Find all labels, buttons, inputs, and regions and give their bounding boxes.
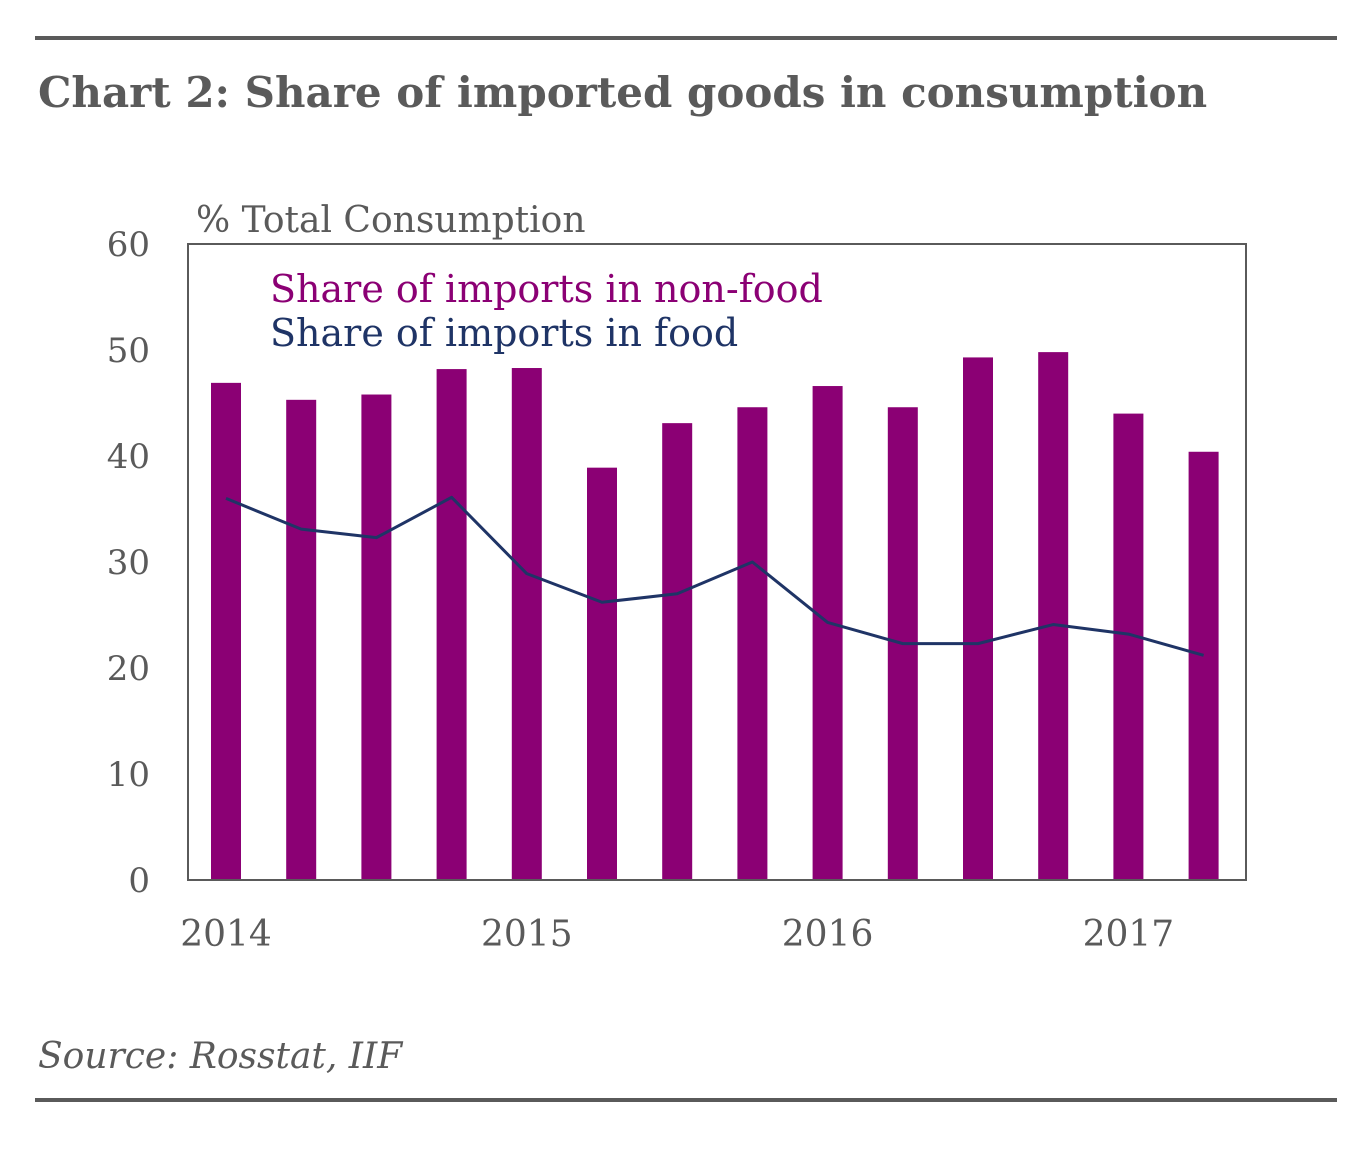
x-tick-label: 2017 [1083,914,1175,955]
top-rule [35,36,1337,40]
bar-nonfood [436,369,467,880]
y-tick-label: 10 [107,755,150,795]
x-tick-label: 2014 [180,914,272,955]
bar-nonfood [1113,413,1144,880]
y-tick-label: 60 [107,225,150,265]
y-tick-label: 20 [107,649,150,689]
y-tick-label: 50 [107,331,150,371]
bar-nonfood [511,368,542,880]
source-note: Source: Rosstat, IIF [38,1036,403,1077]
y-axis-label: % Total Consumption [196,200,586,241]
bar-nonfood [737,407,768,880]
y-tick-label: 40 [107,437,150,477]
y-tick-label: 0 [128,861,150,901]
bar-nonfood [662,423,693,880]
x-tick-label: 2015 [481,914,573,955]
line-food [225,495,1205,657]
bar-nonfood [812,386,843,880]
plot-frame [187,243,1247,881]
bar-nonfood [1038,352,1069,880]
bottom-rule [35,1098,1337,1102]
bar-nonfood [211,382,241,880]
x-tick-label: 2016 [782,914,874,955]
chart-title: Chart 2: Share of imported goods in cons… [38,68,1208,117]
bar-nonfood [1188,451,1219,880]
bar-nonfood [963,357,993,880]
legend-nonfood: Share of imports in non-food [270,267,823,311]
y-tick-label: 30 [107,543,150,583]
bar-nonfood [587,467,617,880]
bar-nonfood [361,394,392,880]
bar-nonfood [286,399,317,880]
legend-food: Share of imports in food [270,311,738,355]
